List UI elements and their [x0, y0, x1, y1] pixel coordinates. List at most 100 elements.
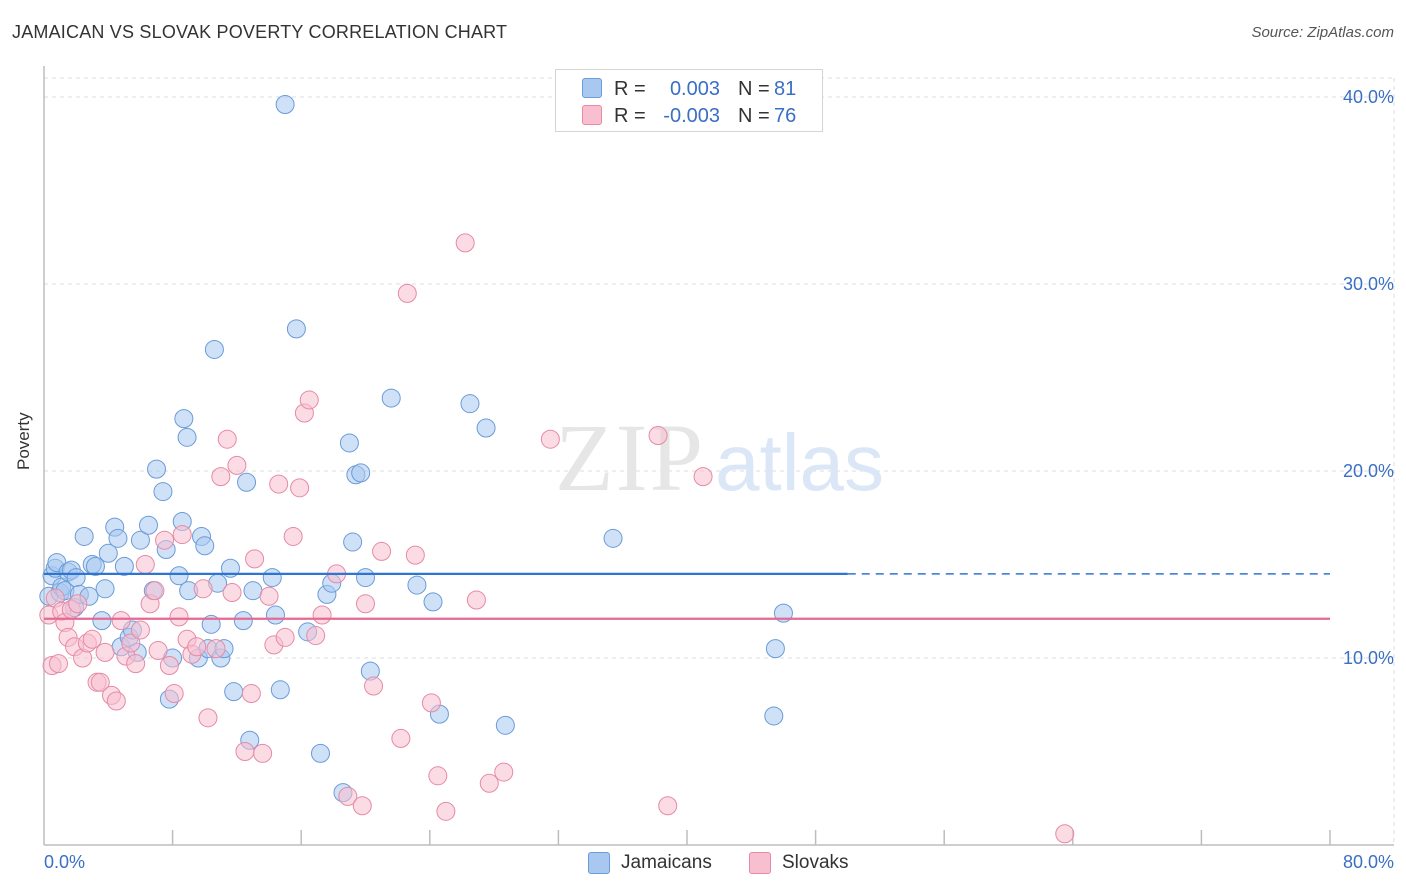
data-point — [138, 515, 158, 535]
data-point — [658, 796, 678, 816]
data-point — [148, 641, 168, 661]
data-point — [169, 566, 189, 586]
data-point — [381, 388, 401, 408]
data-point — [177, 427, 197, 447]
legend-row-slovaks: R = -0.003 N = 76 — [556, 101, 822, 128]
legend-r-label: R = — [614, 78, 646, 100]
data-point — [90, 672, 110, 692]
data-point — [164, 684, 184, 704]
data-point — [269, 474, 289, 494]
data-point — [693, 467, 713, 487]
data-point — [1055, 824, 1075, 844]
legend-swatch-slovaks — [582, 105, 602, 125]
legend-swatch-jamaicans — [582, 78, 602, 98]
y-tick-label: 20.0% — [1343, 461, 1394, 481]
data-point — [198, 708, 218, 728]
data-point — [241, 684, 261, 704]
data-point — [217, 429, 237, 449]
data-point — [95, 642, 115, 662]
axes — [43, 66, 1394, 846]
data-point — [222, 583, 242, 603]
data-point — [114, 556, 134, 576]
data-point — [364, 676, 384, 696]
data-point — [391, 728, 411, 748]
legend-n-value: 76 — [774, 105, 797, 127]
data-point — [428, 766, 448, 786]
data-point — [286, 319, 306, 339]
data-point — [339, 433, 359, 453]
data-point — [201, 614, 221, 634]
data-point — [283, 526, 303, 546]
data-point — [135, 555, 155, 574]
data-point — [235, 742, 255, 761]
bottom-legend-swatch-jamaicans — [588, 852, 610, 874]
data-point — [145, 581, 165, 601]
data-point — [372, 541, 392, 561]
bottom-legend-swatch-slovaks — [749, 852, 771, 874]
series-layer — [39, 94, 1075, 844]
data-point — [421, 693, 441, 713]
data-point — [265, 605, 285, 625]
data-point — [245, 549, 265, 569]
data-point — [74, 526, 94, 546]
data-point — [155, 530, 175, 550]
data-point — [206, 639, 226, 659]
legend-row-jamaicans: R = 0.003 N = 81 — [556, 74, 822, 101]
data-point — [130, 530, 150, 550]
data-point — [259, 586, 279, 606]
data-point — [126, 654, 146, 674]
data-point — [187, 637, 207, 657]
data-point — [68, 594, 88, 614]
data-point — [193, 579, 213, 599]
data-point — [147, 459, 167, 479]
legend-n-value: 81 — [774, 78, 797, 100]
x-tick-label-max: 80.0% — [1342, 852, 1394, 872]
data-point — [121, 633, 141, 653]
data-point — [479, 773, 499, 793]
data-point — [227, 455, 247, 475]
data-point — [476, 418, 496, 438]
data-point — [82, 629, 102, 649]
y-tick-labels: 10.0% 20.0% 30.0% 40.0% — [1343, 87, 1394, 668]
bottom-legend-label: Slovaks — [782, 852, 849, 873]
data-point — [195, 536, 215, 556]
data-point — [351, 463, 371, 483]
data-point — [494, 762, 514, 782]
data-point — [436, 801, 456, 821]
data-point — [111, 611, 131, 631]
data-point — [275, 94, 295, 114]
bottom-legend-label: Jamaicans — [621, 852, 712, 873]
data-point — [495, 715, 515, 735]
legend-n-label: N = — [738, 78, 770, 100]
data-point — [233, 611, 253, 631]
stats-legend: R = 0.003 N = 81 R = -0.003 N = 76 — [555, 69, 823, 132]
data-point — [407, 575, 427, 595]
y-tick-label: 30.0% — [1343, 274, 1394, 294]
data-point — [220, 558, 240, 578]
data-point — [290, 478, 310, 498]
data-point — [466, 590, 486, 610]
watermark-atlas: atlas — [715, 418, 884, 507]
data-point — [85, 556, 105, 576]
data-point — [765, 639, 785, 659]
data-point — [275, 627, 295, 647]
data-point — [172, 525, 192, 545]
data-point — [262, 568, 282, 588]
data-point — [204, 339, 224, 359]
data-point — [397, 283, 417, 303]
data-point — [270, 680, 290, 700]
data-point — [95, 579, 115, 599]
legend-r-value: 0.003 — [669, 78, 720, 100]
data-point — [153, 482, 173, 502]
data-point — [648, 425, 668, 445]
chart-title: JAMAICAN VS SLOVAK POVERTY CORRELATION C… — [12, 22, 508, 42]
data-point — [130, 620, 150, 640]
data-point — [159, 655, 179, 675]
data-point — [106, 691, 126, 711]
y-tick-label: 10.0% — [1343, 648, 1394, 668]
source-credit: Source: ZipAtlas.com — [1251, 24, 1394, 41]
data-point — [455, 233, 475, 253]
data-point — [356, 594, 375, 614]
data-point — [306, 626, 326, 646]
data-point — [773, 603, 793, 623]
